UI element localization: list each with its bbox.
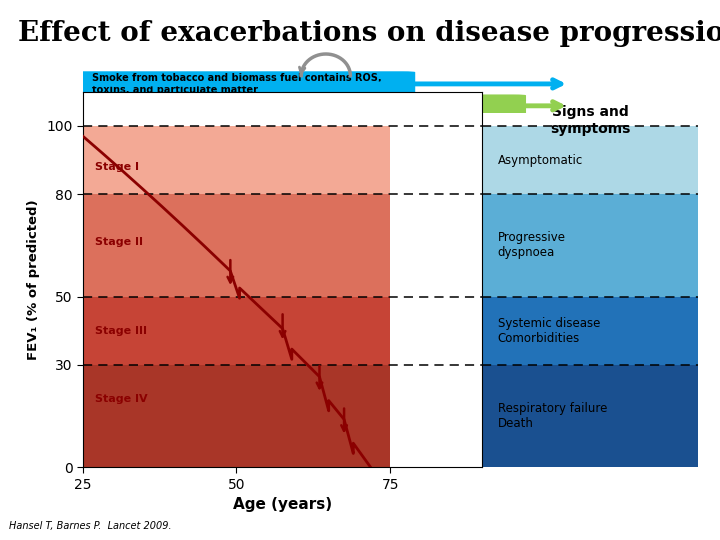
FancyBboxPatch shape — [268, 94, 526, 116]
Text: Stage II: Stage II — [95, 237, 143, 247]
Text: Respiratory failure
Death: Respiratory failure Death — [498, 402, 607, 430]
Bar — [482, 364, 698, 467]
FancyBboxPatch shape — [71, 71, 415, 97]
Text: Stage III: Stage III — [95, 326, 147, 336]
Text: Systemic disease
Comorbidities: Systemic disease Comorbidities — [498, 316, 600, 345]
Text: Hansel T, Barnes P.  Lancet 2009.: Hansel T, Barnes P. Lancet 2009. — [9, 521, 171, 531]
Text: Signs and
symptoms: Signs and symptoms — [550, 105, 631, 136]
Text: Effect of exacerbations on disease progression: Effect of exacerbations on disease progr… — [18, 20, 720, 47]
Text: Viral and bacterial infections: Viral and bacterial infections — [286, 101, 446, 111]
X-axis label: Age (years): Age (years) — [233, 497, 332, 512]
Text: Stage IV: Stage IV — [95, 394, 148, 404]
Bar — [482, 296, 698, 365]
Bar — [482, 194, 698, 296]
Bar — [83, 364, 390, 467]
Text: Stage I: Stage I — [95, 162, 139, 172]
Text: Progressive
dyspnoea: Progressive dyspnoea — [498, 231, 565, 259]
Bar — [482, 126, 698, 194]
Y-axis label: FEV₁ (% of predicted): FEV₁ (% of predicted) — [27, 199, 40, 360]
Text: Smoke from tobacco and biomass fuel contains ROS,
toxins, and particulate matter: Smoke from tobacco and biomass fuel cont… — [92, 73, 382, 94]
Text: Asymptomatic: Asymptomatic — [498, 153, 582, 166]
Bar — [83, 126, 390, 194]
Bar — [83, 296, 390, 365]
Bar — [83, 194, 390, 296]
